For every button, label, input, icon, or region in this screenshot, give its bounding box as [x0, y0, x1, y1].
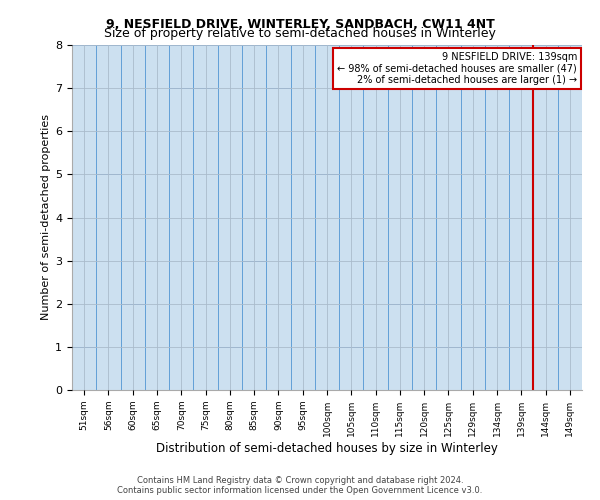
Text: 9, NESFIELD DRIVE, WINTERLEY, SANDBACH, CW11 4NT: 9, NESFIELD DRIVE, WINTERLEY, SANDBACH, … — [106, 18, 494, 30]
Text: 9 NESFIELD DRIVE: 139sqm
← 98% of semi-detached houses are smaller (47)
2% of se: 9 NESFIELD DRIVE: 139sqm ← 98% of semi-d… — [337, 52, 577, 85]
Bar — [485, 347, 509, 390]
Bar — [290, 45, 315, 390]
Y-axis label: Number of semi-detached properties: Number of semi-detached properties — [41, 114, 51, 320]
Bar — [218, 347, 242, 390]
Bar — [169, 45, 193, 390]
Bar — [558, 45, 582, 390]
Bar — [412, 45, 436, 390]
Bar — [121, 45, 145, 390]
Bar — [485, 45, 509, 390]
Bar — [72, 45, 96, 390]
Bar — [436, 45, 461, 390]
Bar — [339, 347, 364, 390]
Bar — [193, 45, 218, 390]
Bar — [242, 260, 266, 390]
Bar — [388, 304, 412, 390]
Bar — [169, 88, 193, 390]
Bar — [509, 45, 533, 390]
Bar — [461, 347, 485, 390]
Bar — [533, 45, 558, 390]
Bar — [339, 45, 364, 390]
Bar — [218, 45, 242, 390]
Text: Contains HM Land Registry data © Crown copyright and database right 2024.
Contai: Contains HM Land Registry data © Crown c… — [118, 476, 482, 495]
Bar — [266, 45, 290, 390]
Bar — [412, 304, 436, 390]
Bar — [145, 45, 169, 390]
X-axis label: Distribution of semi-detached houses by size in Winterley: Distribution of semi-detached houses by … — [156, 442, 498, 454]
Bar — [96, 45, 121, 390]
Bar — [388, 45, 412, 390]
Bar — [436, 347, 461, 390]
Text: Size of property relative to semi-detached houses in Winterley: Size of property relative to semi-detach… — [104, 28, 496, 40]
Bar — [266, 88, 290, 390]
Bar — [364, 45, 388, 390]
Bar — [193, 88, 218, 390]
Bar — [315, 174, 339, 390]
Bar — [96, 174, 121, 390]
Bar — [72, 347, 96, 390]
Bar — [461, 45, 485, 390]
Bar — [242, 45, 266, 390]
Bar — [121, 304, 145, 390]
Bar — [315, 45, 339, 390]
